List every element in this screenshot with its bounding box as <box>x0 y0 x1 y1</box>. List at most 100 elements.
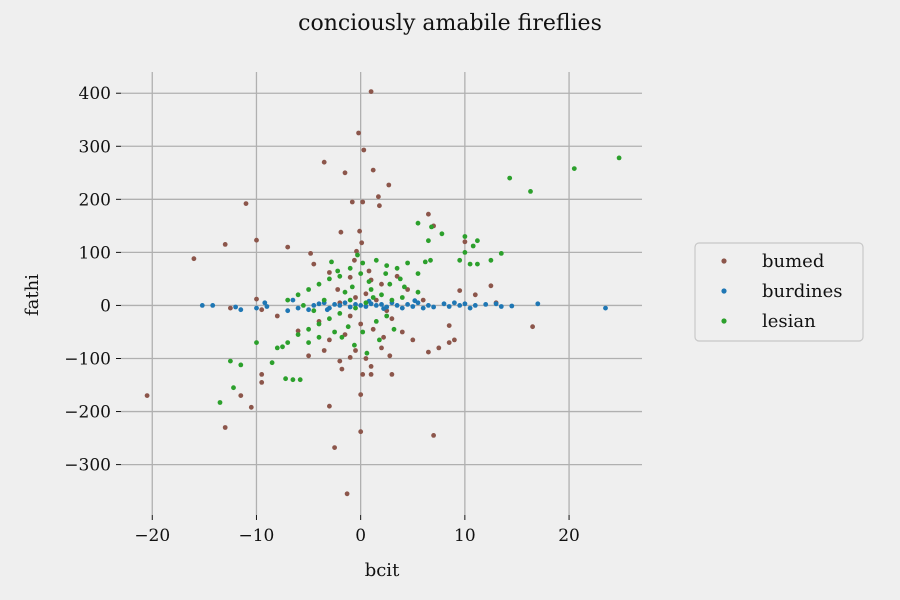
data-point <box>376 194 381 200</box>
data-point <box>347 274 353 280</box>
data-point <box>356 130 361 136</box>
data-point <box>452 337 457 343</box>
x-tick-label: 20 <box>558 526 580 546</box>
data-point <box>342 332 348 337</box>
data-point <box>457 257 463 263</box>
data-point <box>368 372 374 377</box>
data-point <box>467 305 473 311</box>
data-point <box>337 303 343 308</box>
data-point <box>377 203 382 209</box>
data-point <box>483 302 489 307</box>
data-point <box>528 189 533 194</box>
legend-label: burdines <box>762 281 842 302</box>
data-point <box>360 329 366 335</box>
data-point <box>363 304 369 309</box>
data-point <box>353 295 358 300</box>
data-point <box>295 328 301 334</box>
data-point <box>254 237 259 243</box>
data-point <box>342 170 348 176</box>
data-point <box>364 350 370 356</box>
data-point <box>410 337 416 343</box>
data-point <box>368 287 374 292</box>
data-point <box>347 313 353 319</box>
y-tick-label: 100 <box>79 243 111 263</box>
data-point <box>285 297 291 303</box>
data-point <box>410 304 416 309</box>
data-point <box>280 344 285 350</box>
data-point <box>306 340 311 345</box>
data-point <box>420 305 426 311</box>
data-point <box>373 319 379 324</box>
data-point <box>467 261 473 267</box>
data-point <box>446 340 452 345</box>
data-point <box>332 445 337 450</box>
data-point <box>311 303 317 308</box>
data-point <box>379 281 384 287</box>
y-tick-label: 200 <box>79 190 111 210</box>
data-point <box>475 261 480 267</box>
y-tick-label: −100 <box>64 349 111 369</box>
legend-marker <box>721 318 727 324</box>
data-point <box>233 304 239 310</box>
data-point <box>426 349 431 355</box>
data-point <box>368 89 374 94</box>
data-point <box>337 358 343 364</box>
data-point <box>399 305 405 311</box>
data-point <box>354 248 359 254</box>
data-point <box>352 257 357 263</box>
legend-marker <box>721 258 727 264</box>
data-point <box>370 167 376 173</box>
data-point <box>493 301 499 307</box>
data-point <box>347 304 353 310</box>
data-point <box>373 303 379 308</box>
data-point <box>389 372 395 377</box>
data-point <box>222 425 228 430</box>
data-point <box>415 220 421 226</box>
data-point <box>383 271 389 276</box>
data-point <box>264 304 270 309</box>
data-point <box>259 372 265 377</box>
y-tick-label: −200 <box>64 403 111 423</box>
y-tick-label: 300 <box>79 137 111 157</box>
data-point <box>457 288 463 293</box>
data-point <box>254 296 259 302</box>
data-point <box>308 251 313 256</box>
data-point <box>475 238 480 244</box>
data-point <box>429 224 434 230</box>
data-point <box>360 372 366 377</box>
x-tick-label: −10 <box>239 526 275 546</box>
data-point <box>295 292 301 298</box>
data-point <box>345 324 351 330</box>
data-point <box>144 393 150 398</box>
data-point <box>306 326 311 332</box>
data-point <box>353 305 358 311</box>
data-point <box>366 268 372 274</box>
x-axis-label: bcit <box>365 560 400 581</box>
data-point <box>316 281 322 287</box>
data-point <box>415 289 421 295</box>
data-point <box>472 303 478 308</box>
data-point <box>405 302 410 307</box>
x-tick-label: −20 <box>134 526 170 546</box>
data-point <box>507 175 513 181</box>
data-point <box>285 340 291 345</box>
data-point <box>509 303 515 309</box>
data-point <box>535 301 541 307</box>
data-point <box>335 268 341 274</box>
data-point <box>470 243 476 249</box>
data-point <box>426 211 431 217</box>
data-point <box>316 301 322 307</box>
data-point <box>290 297 296 303</box>
data-point <box>361 147 367 153</box>
data-point <box>283 376 288 382</box>
x-tick-label: 10 <box>454 526 476 546</box>
data-point <box>357 228 362 234</box>
data-point <box>397 276 403 282</box>
data-point <box>329 259 334 265</box>
data-point <box>254 340 259 345</box>
data-point <box>327 270 332 275</box>
data-point <box>441 301 447 307</box>
data-point <box>262 300 268 306</box>
data-point <box>306 287 311 292</box>
